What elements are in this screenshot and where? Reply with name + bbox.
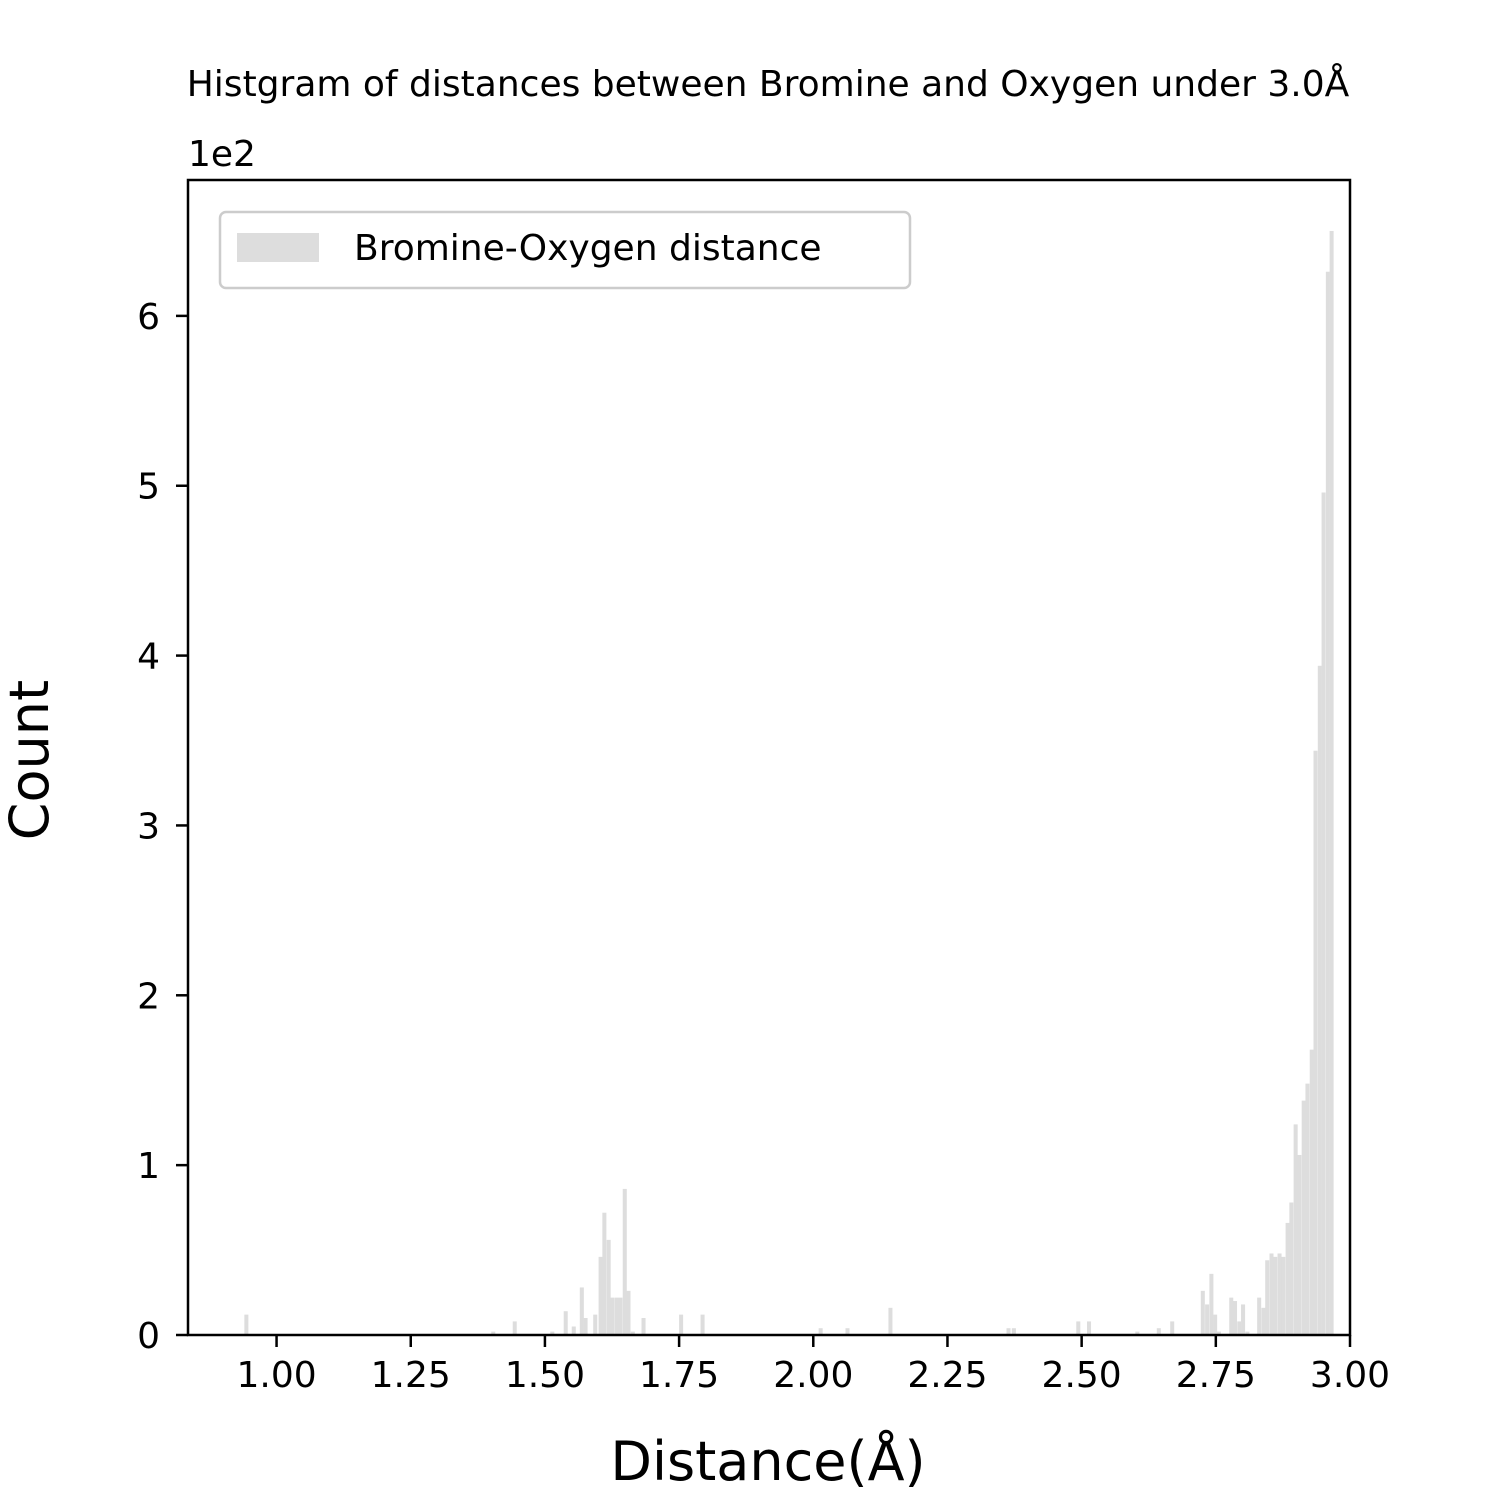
x-axis: 1.00 1.25 1.50 1.75 2.00 2.25 2.50 2.75 3.00 [236, 1335, 1390, 1396]
y-tick-label: 3 [137, 806, 160, 847]
histogram-bar [491, 1331, 496, 1335]
x-tick-label: 2.25 [907, 1355, 987, 1396]
histogram-bar [1200, 1290, 1205, 1335]
histogram-bar [626, 1290, 631, 1335]
histogram-bar [606, 1239, 611, 1335]
histogram-bar [610, 1297, 615, 1335]
histogram-bar [1313, 750, 1318, 1335]
histogram-bar [1289, 1202, 1294, 1335]
histogram-bar [1245, 1331, 1250, 1335]
histogram-bar [598, 1256, 603, 1335]
y-axis: 0 1 2 3 4 5 6 [137, 297, 188, 1357]
histogram-bar [512, 1321, 517, 1335]
histogram-bar [1135, 1331, 1140, 1335]
histogram-bar [1213, 1314, 1218, 1335]
histogram-bar [888, 1307, 893, 1335]
histogram-bar [1229, 1297, 1234, 1335]
histogram-bar [1261, 1307, 1266, 1335]
y-tick-label: 5 [137, 467, 160, 508]
histogram-bar [641, 1318, 646, 1335]
y-tick-label: 4 [137, 637, 160, 678]
y-tick-label: 0 [137, 1316, 160, 1357]
histogram-bar [579, 1287, 584, 1335]
histogram-bar [1273, 1256, 1278, 1335]
histogram-bar [1297, 1154, 1302, 1335]
histogram-bar [1006, 1328, 1011, 1335]
histogram-bar [1216, 1331, 1221, 1335]
histogram-bar [630, 1331, 635, 1335]
histogram-bar [1281, 1256, 1286, 1335]
histogram-bar [1269, 1253, 1274, 1335]
histogram-bar [1011, 1328, 1016, 1335]
histogram-bar [1241, 1304, 1246, 1335]
histogram-bar [700, 1314, 705, 1335]
histogram-bar [1205, 1304, 1210, 1335]
x-tick-label: 1.75 [639, 1355, 719, 1396]
histogram-bar [1277, 1253, 1282, 1335]
histogram-bar [1317, 665, 1322, 1335]
histogram-bar [1285, 1222, 1290, 1335]
bars-group [244, 230, 1334, 1335]
x-tick-label: 1.25 [371, 1355, 451, 1396]
x-tick-label: 2.75 [1176, 1355, 1256, 1396]
y-tick-label: 2 [137, 976, 160, 1017]
x-tick-label: 1.50 [505, 1355, 585, 1396]
histogram-bar [845, 1328, 850, 1335]
histogram-bar [571, 1326, 576, 1335]
x-tick-label: 2.50 [1042, 1355, 1122, 1396]
legend-box [218, 210, 912, 290]
histogram-bar [1329, 230, 1334, 1335]
legend: Bromine-Oxygen distance [218, 210, 912, 290]
histogram-bar [602, 1212, 607, 1335]
histogram-bar [818, 1328, 823, 1335]
histogram-bar [1170, 1321, 1175, 1335]
y-tick-label: 1 [137, 1146, 160, 1187]
histogram-bar [1309, 1049, 1314, 1335]
histogram-bar [1209, 1273, 1214, 1335]
legend-label: Bromine-Oxygen distance [354, 228, 822, 269]
histogram-bar [614, 1297, 619, 1335]
histogram-bar [622, 1188, 627, 1335]
x-tick-label: 3.00 [1310, 1355, 1390, 1396]
histogram-bar [1301, 1100, 1306, 1335]
histogram-bar [1321, 492, 1326, 1335]
legend-swatch [237, 233, 319, 262]
histogram-bar [679, 1314, 684, 1335]
histogram-bar [583, 1318, 588, 1335]
histogram-bar [1293, 1124, 1298, 1335]
histogram-bar [593, 1314, 598, 1335]
histogram-bar [1265, 1260, 1270, 1335]
histogram-bar [1325, 271, 1330, 1335]
histogram-bar [1232, 1301, 1238, 1335]
x-tick-label: 2.00 [773, 1355, 853, 1396]
histogram-bar [563, 1311, 568, 1335]
y-tick-label: 6 [137, 297, 160, 338]
histogram-bar [1257, 1297, 1262, 1335]
histogram-bar [244, 1314, 249, 1335]
histogram-bar [1237, 1321, 1242, 1335]
x-axis-label: Distance(Å) [610, 1429, 925, 1493]
histogram-bar [1087, 1321, 1092, 1335]
plot-frame [186, 178, 1352, 1337]
x-tick-label: 1.00 [236, 1355, 316, 1396]
histogram-bar [618, 1297, 623, 1335]
y-offset-text: 1e2 [188, 134, 256, 175]
histogram-bar [1156, 1328, 1161, 1335]
y-axis-label: Count [0, 680, 61, 840]
chart-title: Histgram of distances between Bromine an… [187, 62, 1350, 105]
histogram-bar [1076, 1321, 1081, 1335]
histogram-bar [550, 1331, 555, 1335]
histogram-bar [1305, 1083, 1310, 1335]
